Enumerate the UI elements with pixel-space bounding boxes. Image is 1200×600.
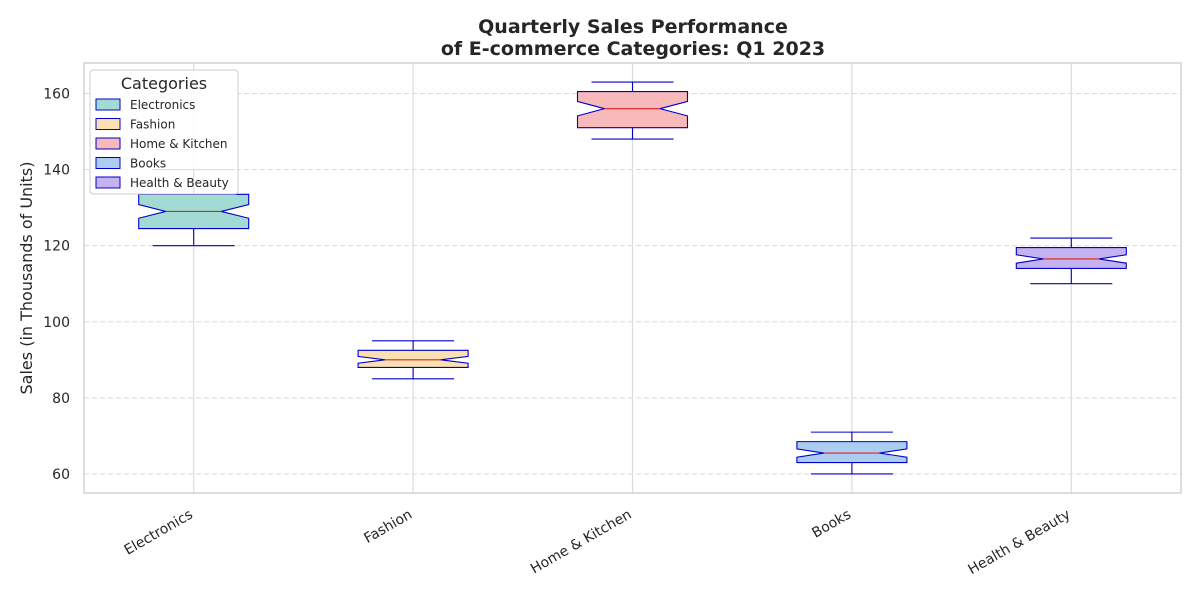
legend-swatch bbox=[95, 176, 121, 189]
box-health-beauty bbox=[1015, 237, 1127, 285]
legend-title: Categories bbox=[121, 74, 207, 93]
box-fashion bbox=[357, 340, 469, 380]
y-tick-label: 80 bbox=[52, 391, 70, 407]
x-axis-ticks: Electronics Fashion Home & Kitchen Books Hea… bbox=[122, 507, 1074, 578]
legend: Categories Electronics Fashion Home & Kitc… bbox=[89, 69, 239, 195]
box-books bbox=[796, 431, 908, 475]
legend-swatch bbox=[95, 98, 121, 111]
box-body bbox=[1015, 247, 1127, 270]
y-tick-label: 60 bbox=[52, 467, 70, 483]
legend-entries: Electronics Fashion Home & Kitchen Books Hea… bbox=[95, 98, 229, 190]
legend-frame bbox=[89, 69, 239, 195]
legend-swatch bbox=[95, 157, 121, 169]
y-axis-ticks: 60 80 100 120 140 160 bbox=[43, 86, 70, 483]
legend-swatch bbox=[95, 118, 121, 130]
legend-entry-label: Home & Kitchen bbox=[130, 137, 228, 151]
box-home-kitchen bbox=[576, 81, 689, 140]
legend-entry-label: Books bbox=[130, 157, 166, 171]
x-tick-label: Home & Kitchen bbox=[528, 507, 635, 578]
y-tick-label: 160 bbox=[43, 86, 70, 102]
chart-title-line-1: Quarterly Sales Performance bbox=[478, 16, 788, 38]
y-tick-label: 100 bbox=[43, 315, 70, 331]
plot-frame bbox=[83, 62, 1182, 494]
y-axis-label: Sales (in Thousands of Units) bbox=[17, 162, 36, 395]
box-body bbox=[357, 349, 469, 368]
legend-entry-label: Fashion bbox=[130, 118, 175, 132]
grid bbox=[84, 63, 1181, 493]
x-tick-label: Health & Beauty bbox=[966, 507, 1074, 578]
chart-title-line-2: of E-commerce Categories: Q1 2023 bbox=[441, 38, 825, 60]
legend-entry-label: Electronics bbox=[130, 98, 195, 112]
x-tick-label: Electronics bbox=[122, 507, 196, 559]
box-body bbox=[576, 90, 689, 129]
y-tick-label: 140 bbox=[43, 163, 70, 179]
y-tick-label: 120 bbox=[43, 239, 70, 255]
box-body bbox=[796, 441, 908, 464]
x-tick-label: Books bbox=[809, 507, 853, 542]
legend-swatch bbox=[95, 137, 121, 150]
legend-entry-label: Health & Beauty bbox=[130, 176, 229, 190]
x-tick-label: Fashion bbox=[361, 507, 415, 547]
